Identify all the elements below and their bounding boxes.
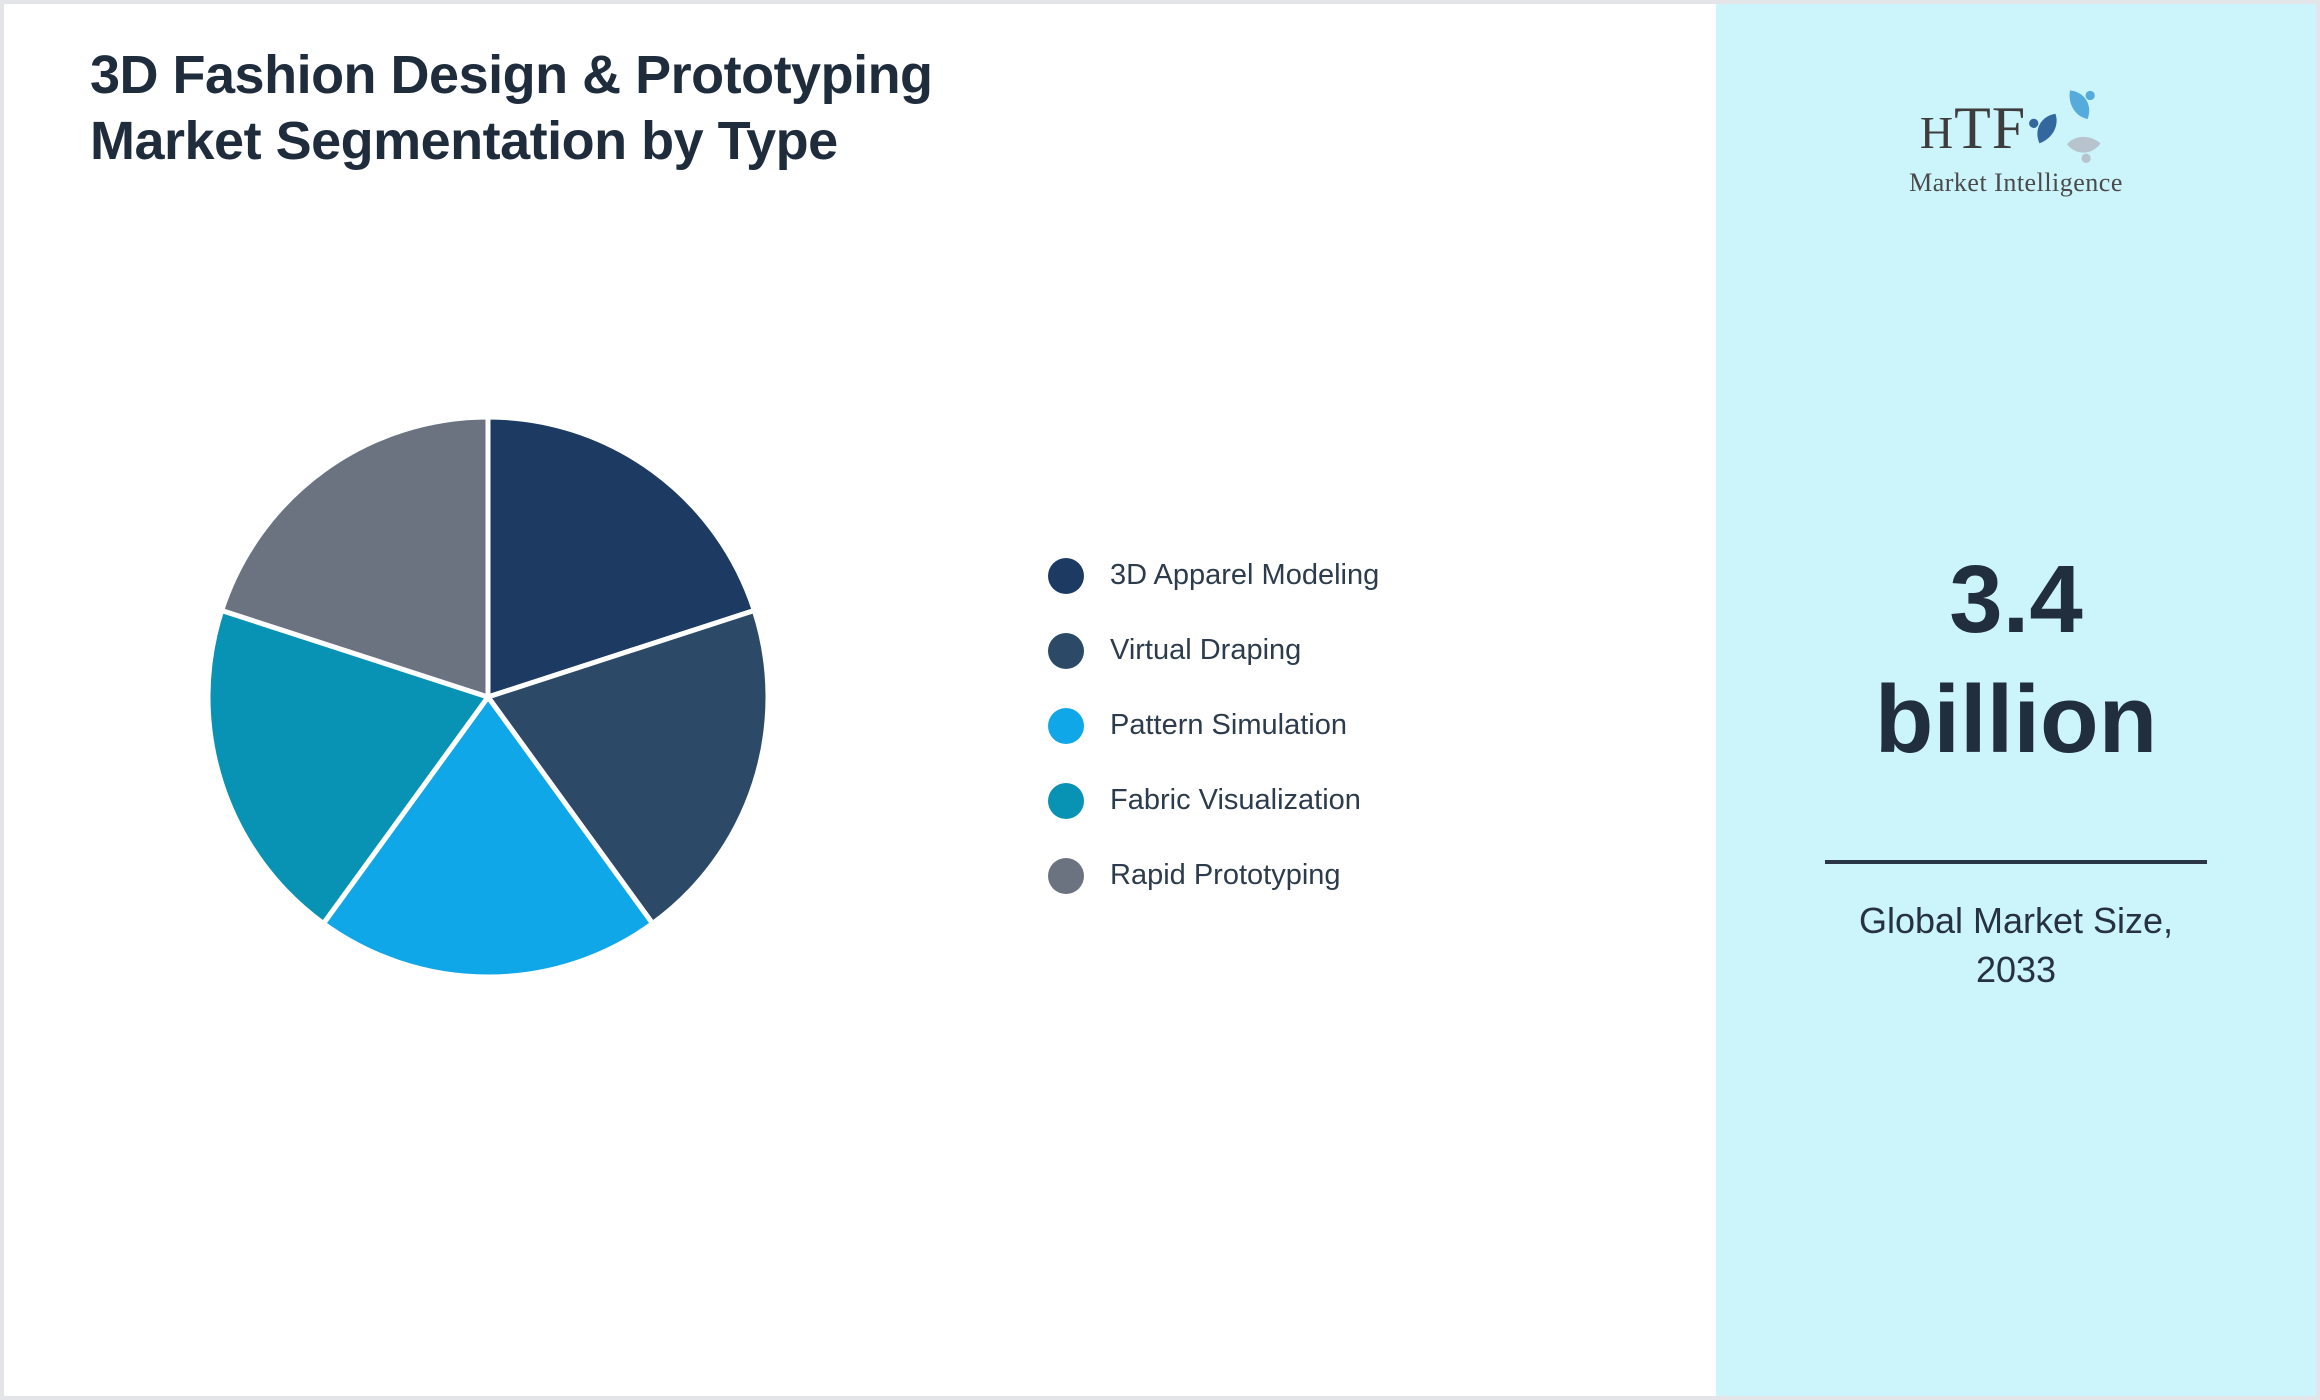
dolphin-swirl-icon bbox=[2029, 90, 2101, 163]
chart-legend: 3D Apparel Modeling Virtual Draping Patt… bbox=[1048, 538, 1379, 913]
legend-label: Rapid Prototyping bbox=[1110, 859, 1341, 891]
panel-divider bbox=[1825, 860, 2207, 864]
legend-dot bbox=[1048, 782, 1084, 819]
page-title: 3D Fashion Design & Prototyping Market S… bbox=[90, 42, 933, 174]
legend-item: Virtual Draping bbox=[1048, 613, 1379, 688]
legend-label: Pattern Simulation bbox=[1110, 709, 1347, 741]
legend-item: Rapid Prototyping bbox=[1048, 838, 1379, 913]
pie-slice-5 bbox=[219, 414, 491, 700]
pie-slice-2 bbox=[485, 607, 771, 927]
brand-logo-text: HTF bbox=[1920, 98, 2026, 158]
legend-label: Fabric Visualization bbox=[1110, 784, 1361, 816]
legend-item: 3D Apparel Modeling bbox=[1048, 538, 1379, 613]
legend-dot bbox=[1048, 707, 1084, 744]
brand-letter-h: H bbox=[1919, 107, 1955, 158]
brand-logo: HTF Market Intelligence bbox=[1716, 90, 2316, 198]
market-size-caption-line2: 2033 bbox=[1975, 949, 2057, 990]
pie-slice-3 bbox=[320, 694, 656, 980]
pie-chart-svg bbox=[205, 414, 771, 980]
pie-slice-4 bbox=[205, 607, 491, 927]
brand-logo-row: HTF bbox=[1920, 90, 2112, 166]
legend-dot bbox=[1048, 557, 1084, 594]
market-size-value-unit: billion bbox=[1874, 666, 2158, 773]
legend-label: Virtual Draping bbox=[1110, 634, 1302, 666]
legend-dot bbox=[1048, 857, 1084, 894]
market-size-value-number: 3.4 bbox=[1949, 546, 2083, 653]
legend-item: Pattern Simulation bbox=[1048, 688, 1379, 763]
brand-letters-tf: TF bbox=[1954, 95, 2027, 161]
page-title-line2: Market Segmentation by Type bbox=[90, 111, 838, 171]
market-size-caption: Global Market Size, 2033 bbox=[1716, 896, 2316, 994]
market-size-value: 3.4 billion bbox=[1716, 540, 2316, 780]
legend-item: Fabric Visualization bbox=[1048, 763, 1379, 838]
brand-logo-subtitle: Market Intelligence bbox=[1909, 168, 2123, 197]
legend-dot bbox=[1048, 632, 1084, 669]
market-size-caption-line1: Global Market Size, bbox=[1858, 900, 2174, 941]
pie-slice-1 bbox=[485, 414, 757, 700]
market-size-panel: HTF Market Intelligence bbox=[1716, 4, 2316, 1396]
pie-chart bbox=[198, 407, 778, 987]
page-title-line1: 3D Fashion Design & Prototyping bbox=[90, 45, 933, 105]
legend-label: 3D Apparel Modeling bbox=[1110, 559, 1380, 591]
